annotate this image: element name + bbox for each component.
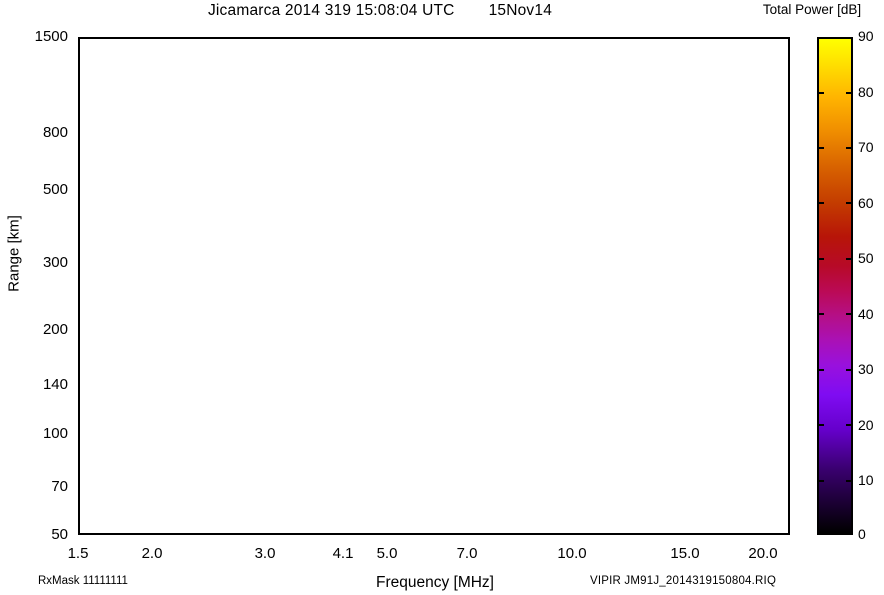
colorbar[interactable]	[817, 37, 853, 535]
title-date: 15Nov14	[488, 2, 553, 19]
ytick-50: 50	[51, 526, 68, 543]
colorbar-title: Total Power [dB]	[762, 2, 862, 17]
plot-frame	[78, 37, 790, 535]
xtick-15p0: 15.0	[670, 545, 700, 562]
colorbar-tick	[846, 480, 853, 482]
colorbar-tick	[846, 258, 853, 260]
xtick-20p0: 20.0	[748, 545, 778, 562]
colorbar-tick	[846, 147, 853, 149]
ytick-140: 140	[42, 376, 68, 393]
ytick-500: 500	[42, 181, 68, 198]
ytick-70: 70	[51, 478, 68, 495]
colorbar-label-10: 10	[858, 472, 874, 488]
colorbar-tick	[817, 202, 824, 204]
xtick-4p1: 4.1	[332, 545, 354, 562]
ytick-200: 200	[42, 321, 68, 338]
colorbar-tick	[846, 424, 853, 426]
colorbar-tick	[817, 369, 824, 371]
colorbar-label-40: 40	[858, 306, 874, 322]
colorbar-tick	[846, 313, 853, 315]
y-axis-label: Range [km]	[5, 215, 23, 292]
xtick-10p0: 10.0	[557, 545, 587, 562]
colorbar-label-60: 60	[858, 195, 874, 211]
xtick-5p0: 5.0	[376, 545, 398, 562]
colorbar-label-30: 30	[858, 361, 874, 377]
file-id-label: VIPIR JM91J_2014319150804.RIQ	[590, 575, 777, 587]
colorbar-tick	[817, 313, 824, 315]
colorbar-tick	[846, 92, 853, 94]
colorbar-label-90: 90	[858, 28, 874, 44]
title-station-time: Jicamarca 2014 319 15:08:04 UTC	[207, 2, 455, 19]
xtick-1p5: 1.5	[67, 545, 89, 562]
xtick-2p0: 2.0	[141, 545, 163, 562]
ytick-300: 300	[42, 254, 68, 271]
ytick-800: 800	[42, 124, 68, 141]
colorbar-tick	[846, 369, 853, 371]
colorbar-tick	[846, 202, 853, 204]
x-axis-label: Frequency [MHz]	[375, 574, 494, 591]
colorbar-label-0: 0	[858, 526, 866, 542]
rxmask-label: RxMask 11111111	[38, 575, 128, 587]
colorbar-label-80: 80	[858, 84, 874, 100]
colorbar-label-50: 50	[858, 250, 874, 266]
colorbar-tick	[817, 92, 824, 94]
ytick-1500: 1500	[34, 28, 68, 45]
colorbar-tick	[817, 424, 824, 426]
xtick-3p0: 3.0	[254, 545, 276, 562]
colorbar-tick	[817, 147, 824, 149]
colorbar-label-20: 20	[858, 417, 874, 433]
colorbar-tick	[817, 258, 824, 260]
ytick-100: 100	[42, 425, 68, 442]
chart-title: Jicamarca 2014 319 15:08:04 UTC 15Nov14	[0, 2, 760, 20]
colorbar-label-70: 70	[858, 139, 874, 155]
colorbar-tick	[817, 480, 824, 482]
xtick-7p0: 7.0	[456, 545, 478, 562]
